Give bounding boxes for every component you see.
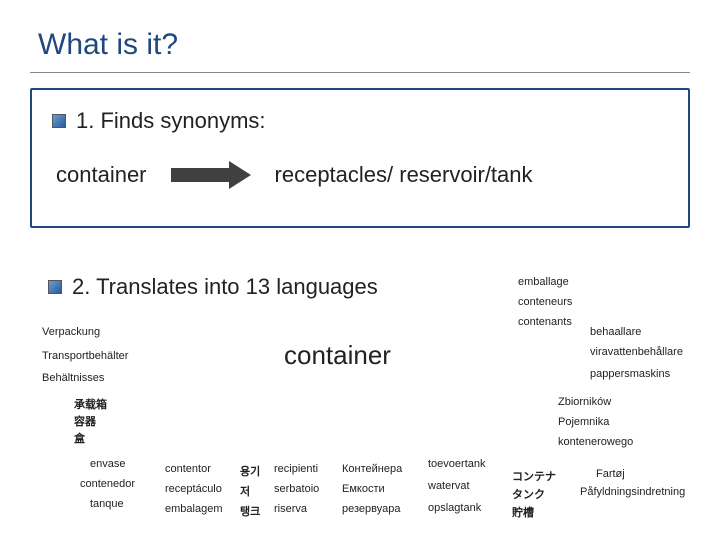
word-viravattenbehallare: viravattenbehållare	[590, 346, 683, 358]
synonym-row: container receptacles/ reservoir/tank	[52, 162, 668, 188]
word-tanque: tanque	[90, 498, 124, 510]
synonym-result: receptacles/ reservoir/tank	[275, 162, 533, 188]
source-word: container	[56, 162, 147, 188]
arrow-icon	[171, 164, 251, 186]
word-envase: envase	[90, 458, 125, 470]
word-embalagem: embalagem	[165, 503, 222, 515]
word-cjk3: 盒	[74, 430, 85, 446]
word-ru2: Емкости	[342, 483, 385, 495]
section-synonyms: 1. Finds synonyms: container receptacles…	[30, 88, 690, 228]
word-watervat: watervat	[428, 480, 470, 492]
word-contentor: contentor	[165, 463, 211, 475]
word-ru3: резервуара	[342, 503, 400, 515]
word-contenedor: contenedor	[80, 478, 135, 490]
word-contenants: contenants	[518, 316, 572, 328]
page-title: What is it?	[38, 28, 178, 62]
word-cjk1: 承载箱	[74, 396, 107, 412]
word-pappersmaskins: pappersmaskins	[590, 368, 670, 380]
word-transportbehalter: Transportbehälter	[42, 350, 128, 362]
word-pafyld: Påfyldningsindretning	[580, 486, 685, 498]
word-zbiornikow: Zbiorników	[558, 396, 611, 408]
translations-cloud: emballage conteneurs contenants Verpacku…	[30, 268, 690, 530]
word-jp1: コンテナ	[512, 468, 556, 484]
word-receptaculo: receptáculo	[165, 483, 222, 495]
word-cjk2: 容器	[74, 413, 96, 429]
word-fartoj: Fartøj	[596, 468, 625, 480]
word-pojemnika: Pojemnika	[558, 416, 609, 428]
word-serbatoio: serbatoio	[274, 483, 319, 495]
center-word: container	[284, 340, 391, 371]
section1-heading: 1. Finds synonyms:	[76, 108, 266, 134]
word-ko2: 저	[240, 483, 250, 499]
word-jp3: 貯槽	[512, 504, 534, 520]
word-opslagtank: opslagtank	[428, 502, 481, 514]
word-ru1: Контейнера	[342, 463, 402, 475]
word-ko3: 탱크	[240, 503, 260, 519]
word-emballage: emballage	[518, 276, 569, 288]
title-underline	[30, 72, 690, 73]
section1-heading-row: 1. Finds synonyms:	[52, 108, 668, 134]
word-recipienti: recipienti	[274, 463, 318, 475]
word-riserva: riserva	[274, 503, 307, 515]
bullet-icon	[52, 114, 66, 128]
word-toevoertank: toevoertank	[428, 458, 485, 470]
word-jp2: タンク	[512, 486, 545, 502]
word-conteneurs: conteneurs	[518, 296, 572, 308]
word-verpackung: Verpackung	[42, 326, 100, 338]
word-behaallare: behaallare	[590, 326, 641, 338]
word-ko1: 용기	[240, 463, 260, 479]
word-kontenerowego: kontenerowego	[558, 436, 633, 448]
word-behaltnisses: Behältnisses	[42, 372, 104, 384]
